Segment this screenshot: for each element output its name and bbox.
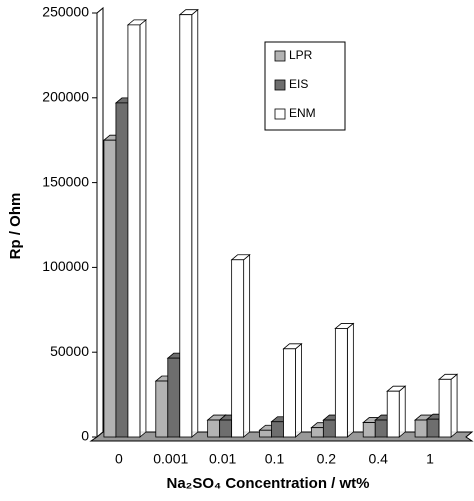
bar [438, 378, 452, 438]
bar-side [139, 19, 147, 438]
x-tick-label: 0 [115, 451, 123, 467]
bar [271, 421, 284, 438]
bar-side [191, 8, 199, 438]
y-tick-label: 150000 [42, 173, 89, 189]
bar [127, 24, 141, 438]
y-axis-title: Rp / Ohm [7, 193, 24, 260]
bar [179, 14, 193, 438]
legend-swatch [274, 79, 286, 91]
x-axis-title: Na₂SO₄ Concentration / wt% [167, 475, 370, 492]
bar [219, 419, 233, 438]
legend-label: ENM [289, 106, 316, 120]
y-tick-label: 250000 [42, 4, 89, 20]
legend-swatch [274, 50, 286, 62]
bar-side [243, 253, 251, 438]
x-tick-label: 0.4 [368, 451, 388, 467]
bar [115, 102, 129, 438]
y-tick-label: 0 [81, 428, 89, 444]
y-tick-label: 200000 [42, 89, 89, 105]
bar [207, 419, 221, 438]
bar [283, 348, 296, 438]
bar [103, 139, 117, 438]
bar [310, 427, 324, 438]
bar [231, 259, 245, 438]
bar [374, 419, 388, 438]
x-tick-label: 1 [426, 451, 434, 467]
bar [334, 328, 348, 438]
bar [167, 357, 181, 438]
legend-label: LPR [289, 48, 313, 62]
bar-side [398, 385, 406, 438]
bar [259, 429, 272, 438]
bar [362, 422, 376, 438]
bar [386, 390, 400, 438]
back-wall [96, 6, 104, 439]
bar-side [450, 373, 458, 438]
x-tick-label: 0.01 [209, 451, 236, 467]
bar [322, 419, 336, 438]
bar-side [346, 322, 354, 438]
bar [155, 380, 169, 438]
legend-label: EIS [289, 77, 308, 91]
bar-side [295, 342, 302, 438]
bar [414, 419, 428, 438]
y-tick-label: 100000 [42, 258, 89, 274]
legend-swatch [274, 108, 286, 120]
y-tick-label: 50000 [50, 343, 89, 359]
bar [426, 418, 440, 438]
x-tick-label: 0.1 [265, 451, 285, 467]
x-tick-label: 0.001 [153, 451, 188, 467]
x-tick-label: 0.2 [317, 451, 337, 467]
